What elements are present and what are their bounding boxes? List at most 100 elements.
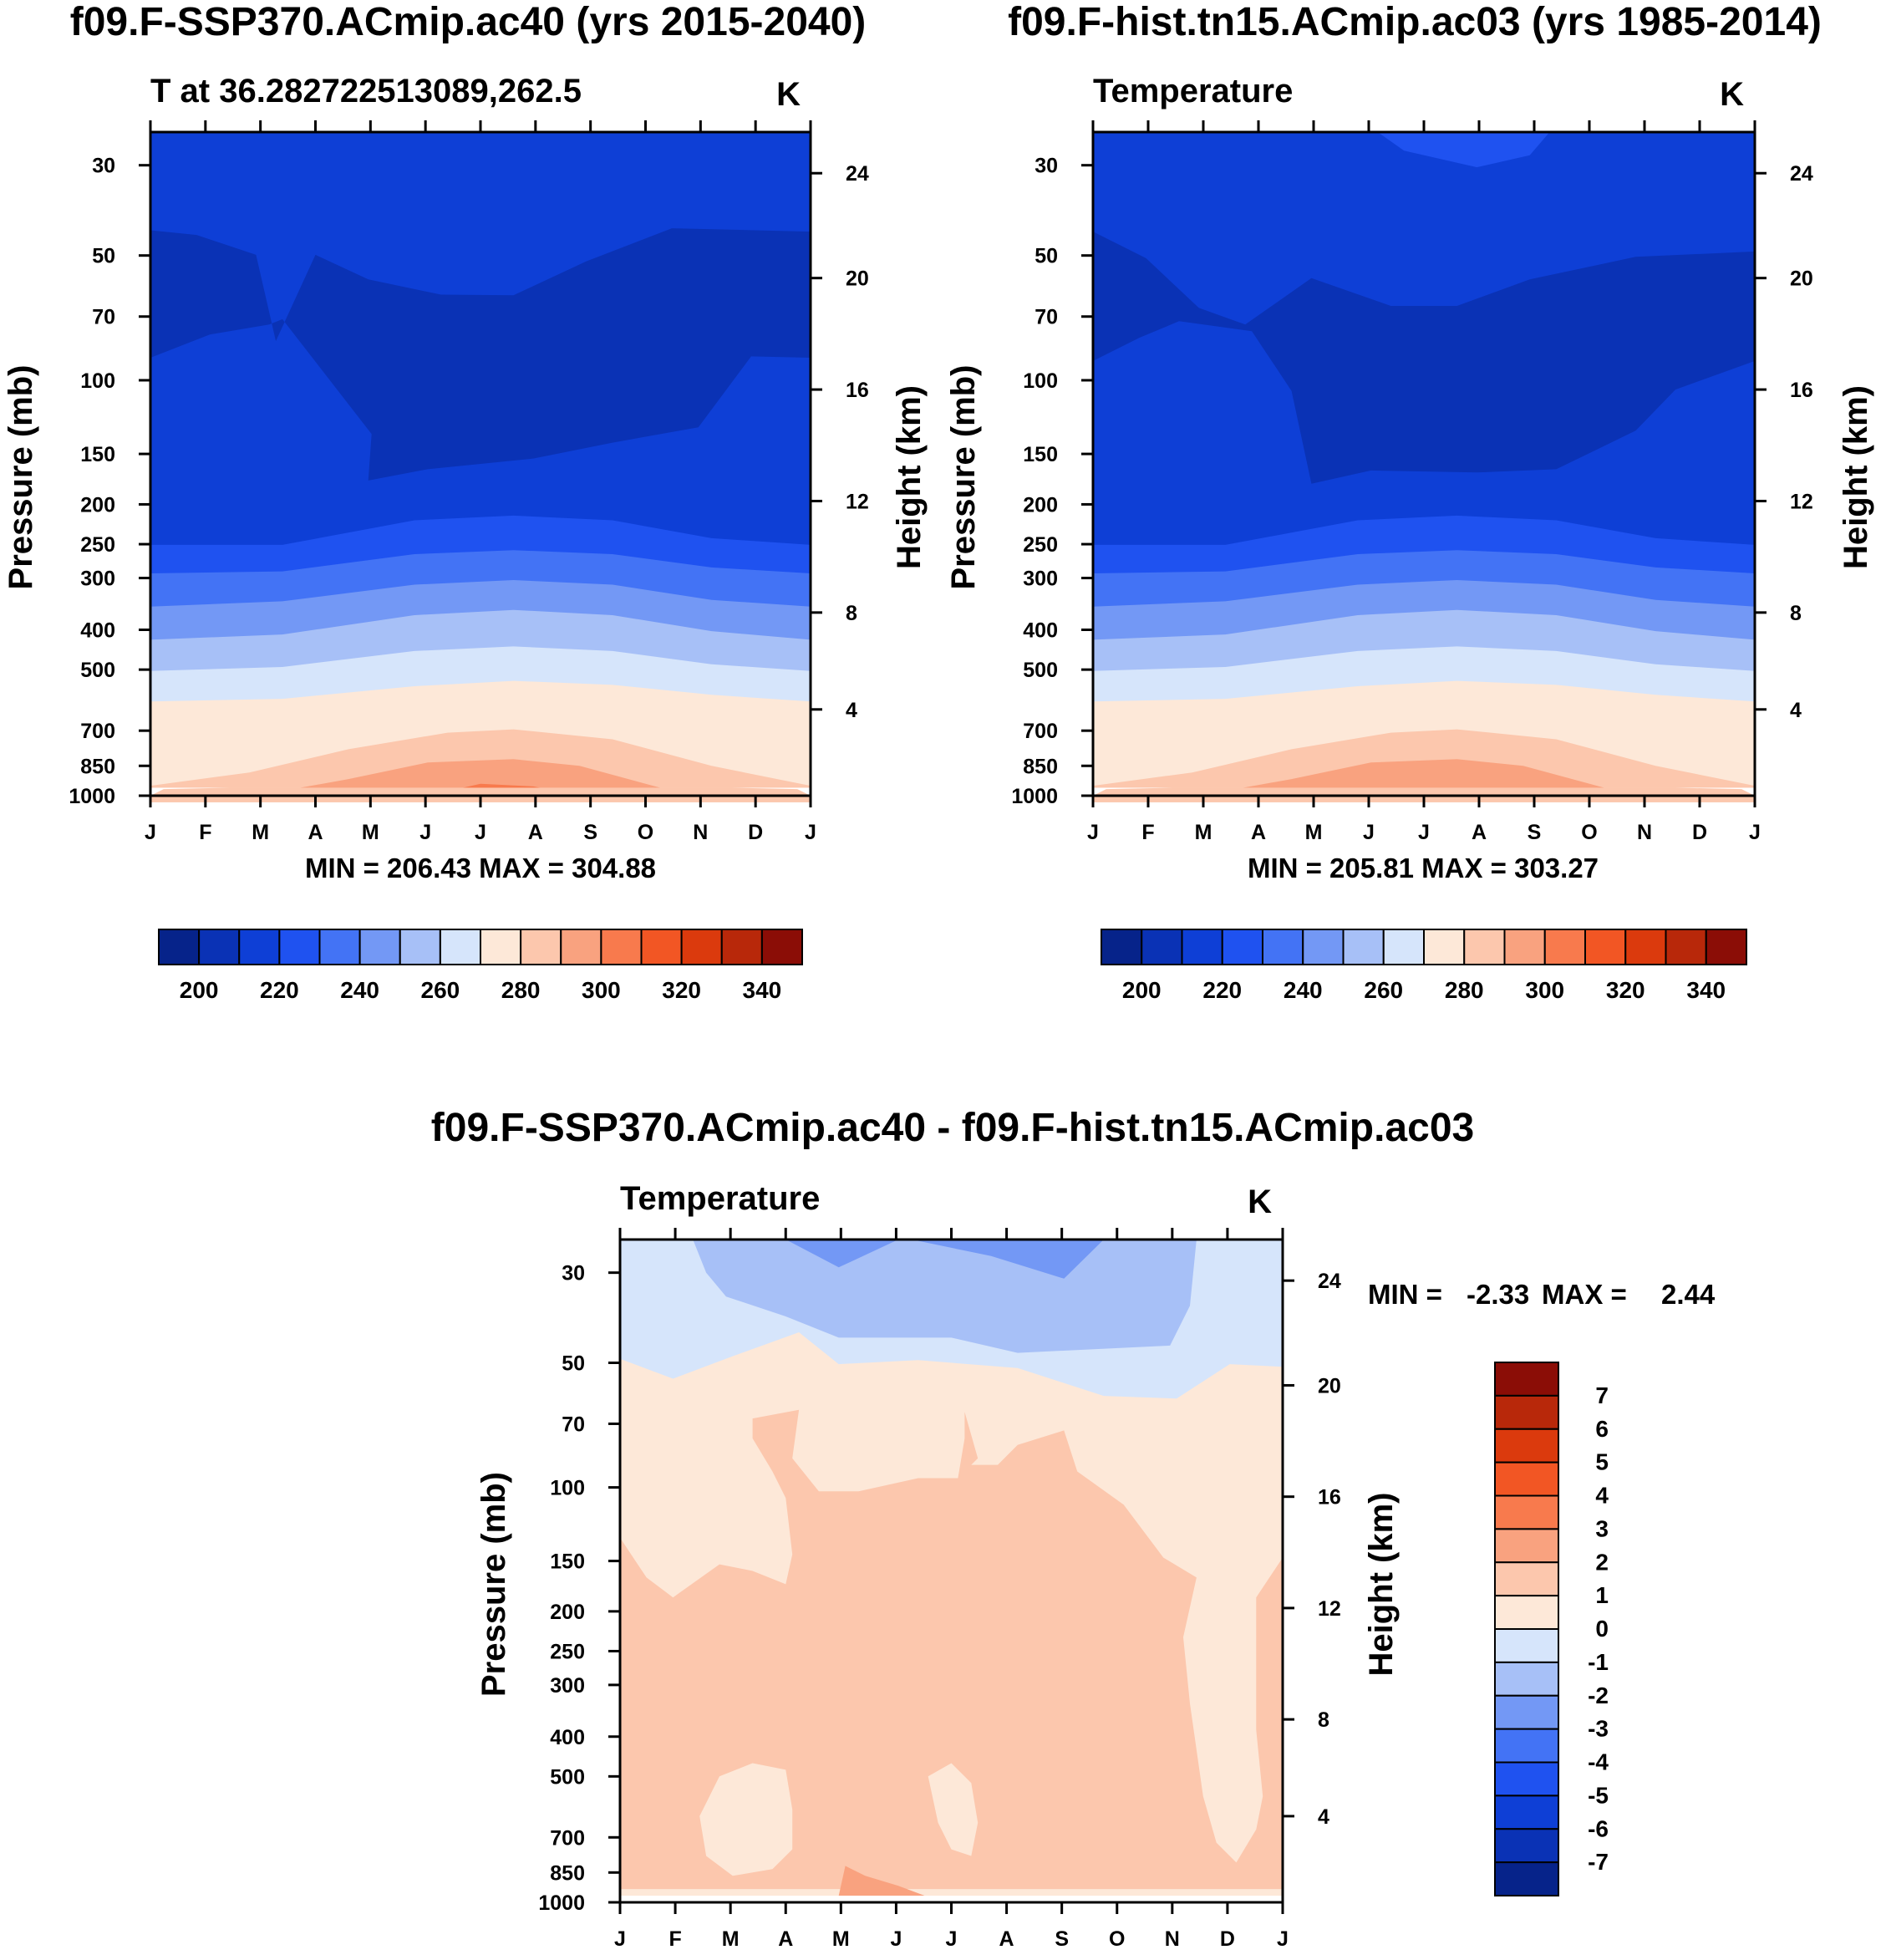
colorbar-label: 300: [1525, 977, 1564, 1003]
colorbar-swatch: [1221, 929, 1263, 965]
y2-tick-label: 12: [1318, 1597, 1341, 1621]
colorbar-label: 320: [662, 977, 701, 1003]
left-subtitle: Temperature: [1093, 73, 1293, 109]
colorbar-label: 260: [421, 977, 460, 1003]
y-tick-label: 400: [80, 619, 115, 643]
colorbar-label: -1: [1588, 1649, 1609, 1675]
units-label: K: [1248, 1184, 1272, 1220]
y-tick-label: 500: [550, 1765, 585, 1789]
x-tick-label: N: [1165, 1927, 1180, 1951]
colorbar-swatch: [1494, 1828, 1559, 1864]
y2-axis-label: Height (km): [1838, 385, 1874, 569]
colorbar-swatch: [1494, 1694, 1559, 1730]
y-tick-label: 250: [1023, 533, 1058, 557]
y-axis-label: Pressure (mb): [945, 365, 982, 590]
below-surface-mask: [620, 1896, 1283, 1902]
colorbar-label: 5: [1595, 1449, 1609, 1475]
x-tick-label: M: [252, 821, 269, 844]
colorbar-label: 4: [1595, 1483, 1609, 1509]
y-axis-label: Pressure (mb): [3, 365, 39, 590]
colorbar-label: 280: [1445, 977, 1484, 1003]
y2-tick-label: 8: [1318, 1708, 1329, 1732]
x-tick-label: D: [1220, 1927, 1235, 1951]
colorbar-swatch: [1494, 1761, 1559, 1797]
colorbar-label: 6: [1595, 1416, 1609, 1442]
y-tick-label: 50: [1035, 245, 1058, 268]
colorbar-swatch: [640, 929, 683, 965]
y2-tick-label: 12: [1790, 490, 1813, 513]
y-tick-label: 200: [550, 1601, 585, 1624]
y2-tick-label: 16: [1790, 379, 1813, 402]
colorbar-label: 240: [1284, 977, 1323, 1003]
y-tick-label: 400: [1023, 619, 1058, 643]
colorbar-label: 3: [1595, 1515, 1609, 1541]
colorbar-label: 2: [1595, 1549, 1609, 1575]
contour-band: [1093, 787, 1755, 796]
y-tick-label: 850: [80, 755, 115, 778]
x-tick-label: O: [1109, 1927, 1125, 1951]
colorbar-swatch: [1423, 929, 1466, 965]
x-tick-label: A: [308, 821, 323, 844]
panel-title: f09.F-SSP370.ACmip.ac40 - f09.F-hist.tn1…: [431, 1106, 1474, 1150]
min-label: MIN =: [1368, 1279, 1442, 1310]
y2-tick-label: 4: [846, 699, 857, 722]
x-tick-label: A: [1472, 821, 1487, 844]
colorbar-swatch: [480, 929, 522, 965]
y-tick-label: 150: [80, 443, 115, 466]
y2-tick-label: 4: [1790, 699, 1802, 722]
units-label: K: [1720, 76, 1744, 113]
contour-field: [150, 132, 811, 802]
colorbar-swatch: [198, 929, 241, 965]
x-tick-label: M: [1195, 821, 1212, 844]
colorbar-label: 200: [1122, 977, 1162, 1003]
contour-band: [838, 1866, 925, 1896]
contour-band: [256, 759, 712, 796]
x-tick-label: O: [1581, 821, 1597, 844]
x-tick-label: D: [748, 821, 763, 844]
y2-tick-label: 4: [1318, 1805, 1329, 1829]
colorbar-label: 340: [1686, 977, 1726, 1003]
colorbar-swatch: [1382, 929, 1425, 965]
contour-band: [1093, 232, 1755, 484]
colorbar-swatch: [1463, 929, 1506, 965]
y2-tick-label: 20: [1318, 1374, 1341, 1397]
colorbar-swatch: [1262, 929, 1304, 965]
y-tick-label: 50: [92, 245, 115, 268]
x-tick-label: M: [722, 1927, 740, 1951]
x-tick-label: F: [668, 1927, 681, 1951]
colorbar-swatch: [1665, 929, 1707, 965]
y-tick-label: 50: [562, 1352, 585, 1375]
max-value: 2.44: [1661, 1279, 1716, 1310]
colorbar-swatch: [1624, 929, 1667, 965]
y2-tick-label: 20: [846, 267, 869, 291]
colorbar-swatch: [1584, 929, 1627, 965]
y-tick-label: 200: [80, 493, 115, 517]
x-tick-label: M: [832, 1927, 850, 1951]
colorbar-label: 7: [1595, 1382, 1609, 1408]
colorbar-label: 220: [260, 977, 299, 1003]
y-tick-label: 850: [1023, 755, 1058, 778]
colorbar-label: 220: [1202, 977, 1242, 1003]
y-tick-label: 100: [1023, 369, 1058, 393]
colorbar-swatch: [1494, 1428, 1559, 1464]
y-tick-label: 200: [1023, 493, 1058, 517]
y-tick-label: 700: [550, 1826, 585, 1850]
x-tick-label: J: [145, 821, 156, 844]
x-tick-label: J: [805, 821, 816, 844]
colorbar-swatch: [1302, 929, 1345, 965]
colorbar-swatch: [318, 929, 361, 965]
y-tick-label: 150: [1023, 443, 1058, 466]
panel-title: f09.F-hist.tn15.ACmip.ac03 (yrs 1985-201…: [1008, 0, 1822, 44]
x-tick-label: J: [1087, 821, 1099, 844]
left-subtitle: Temperature: [620, 1180, 820, 1217]
x-tick-label: S: [1055, 1927, 1069, 1951]
x-tick-label: J: [946, 1927, 958, 1951]
y-tick-label: 100: [80, 369, 115, 393]
x-tick-label: S: [583, 821, 597, 844]
colorbar-swatch: [1494, 1728, 1559, 1764]
colorbar-swatch: [520, 929, 562, 965]
colorbar-swatch: [600, 929, 643, 965]
axes: J F M A M J J A S O N D J 30 50 70 100 150 200 250 300 400 500…: [3, 0, 928, 844]
x-tick-label: A: [1251, 821, 1266, 844]
